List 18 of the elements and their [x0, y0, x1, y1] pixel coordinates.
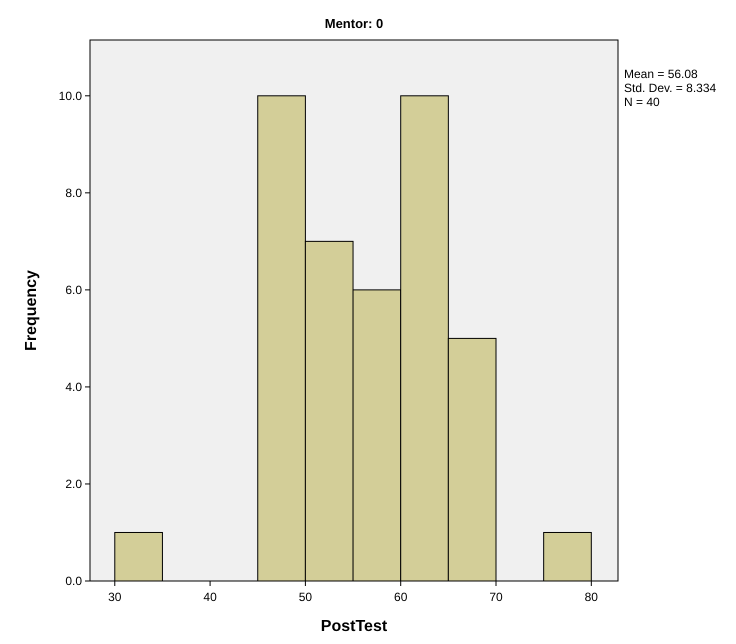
text: Std. Dev. = 8.334 [624, 81, 716, 95]
chart-title: Mentor: 0 [324, 16, 384, 31]
x-tick-label: 70 [489, 590, 503, 604]
y-tick-label: 4.0 [65, 380, 82, 394]
x-tick-label: 30 [108, 590, 122, 604]
x-tick-label: 50 [298, 590, 312, 604]
y-tick-label: 6.0 [65, 283, 82, 298]
text: N = 40 [624, 95, 660, 109]
x-tick-label: 40 [203, 590, 218, 604]
text: Mean = 56.08 [624, 67, 698, 81]
y-tick-label: 8.0 [65, 186, 82, 200]
y-axis-title: Frequency [23, 270, 40, 351]
y-tick-label: 0.0 [65, 574, 82, 588]
y-tick-label: 10.0 [58, 89, 82, 103]
x-tick-label: 80 [584, 590, 598, 604]
x-axis-title: PostTest [320, 618, 388, 635]
x-tick-label: 60 [394, 590, 408, 604]
y-tick-label: 2.0 [65, 477, 82, 492]
